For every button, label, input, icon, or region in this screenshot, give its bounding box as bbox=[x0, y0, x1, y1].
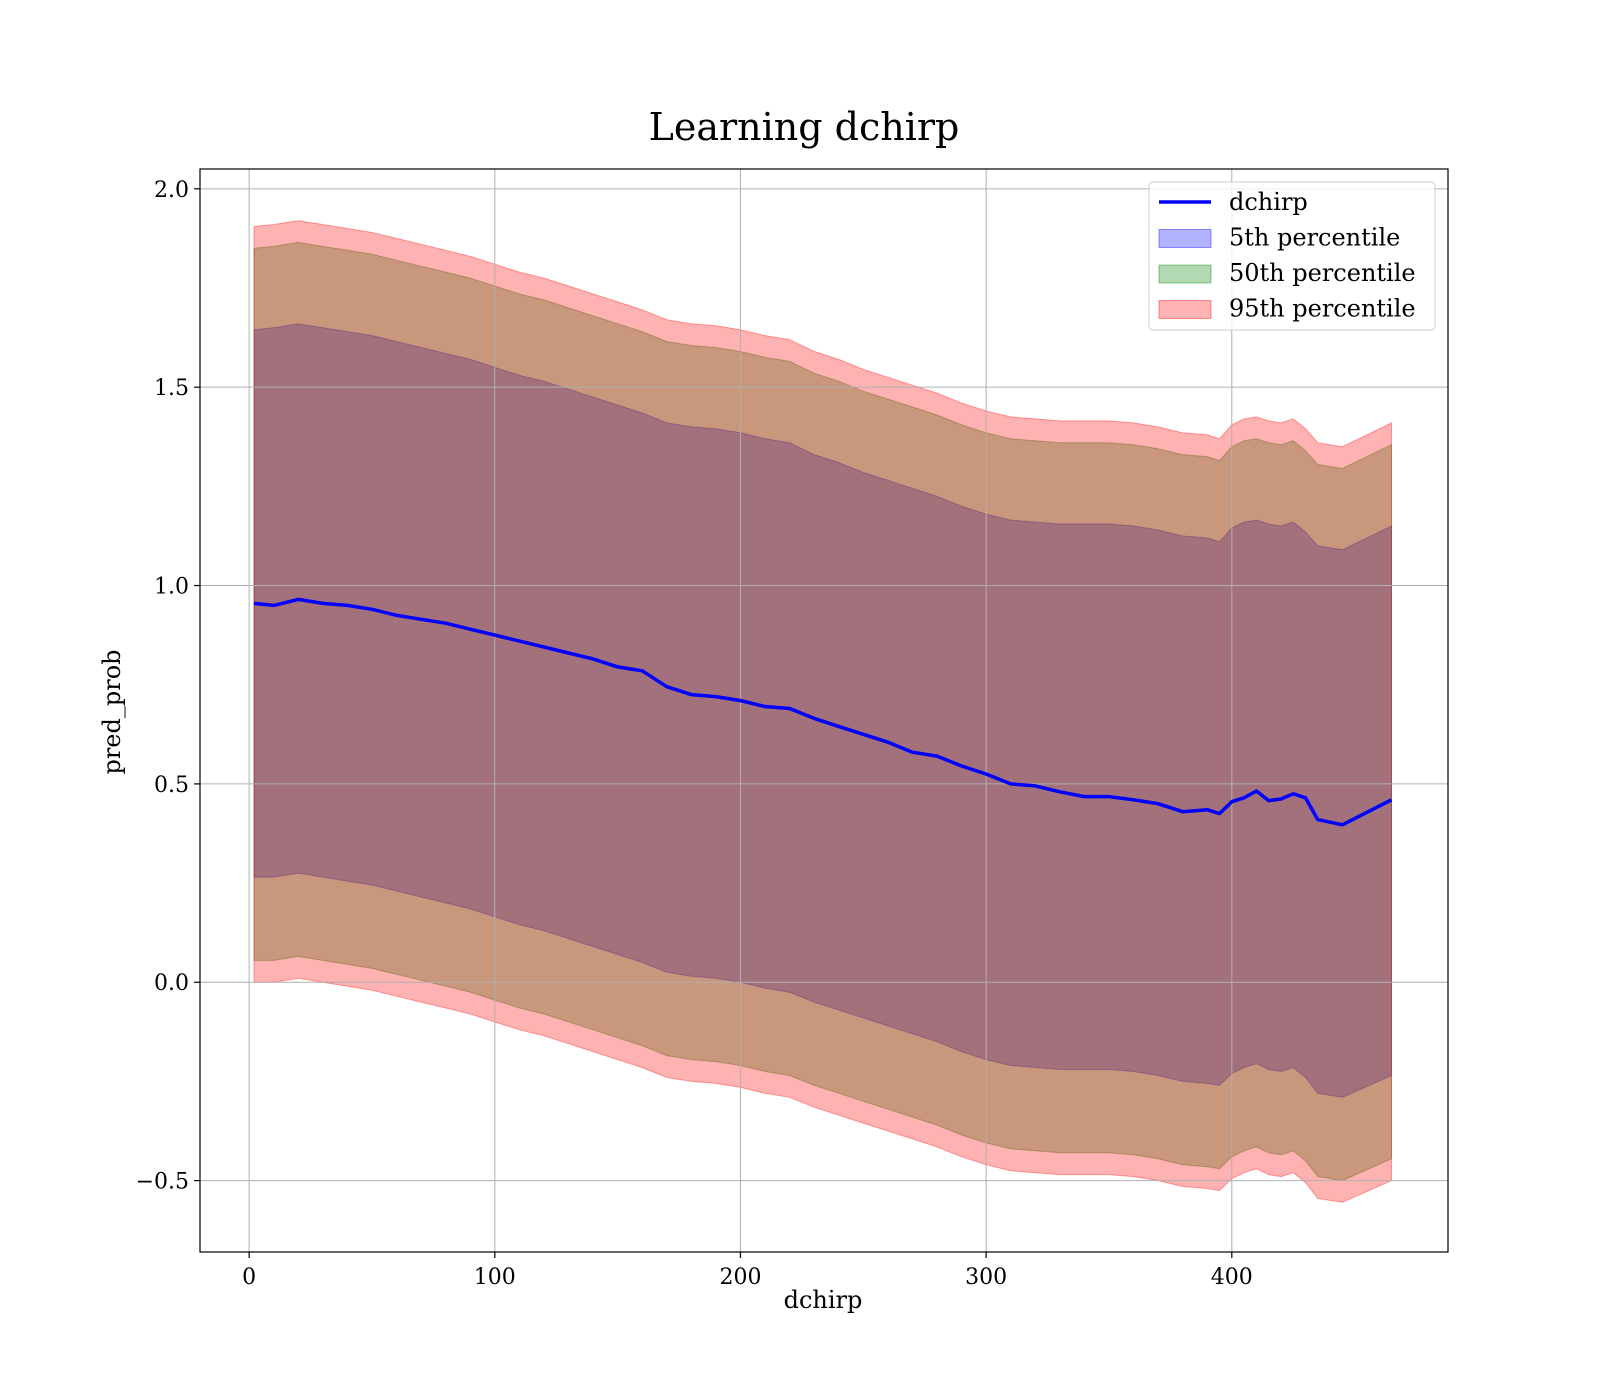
legend-box bbox=[1148, 181, 1436, 331]
legend-label-5th-percentile: 5th percentile bbox=[1229, 224, 1400, 252]
legend-label-dchirp: dchirp bbox=[1229, 188, 1308, 216]
x-tick-label: 100 bbox=[474, 1265, 516, 1290]
x-tick-label: 300 bbox=[965, 1265, 1007, 1290]
chart-title: Learning dchirp bbox=[649, 105, 960, 149]
x-tick-label: 200 bbox=[719, 1265, 761, 1290]
lines-layer bbox=[253, 597, 1393, 827]
legend-label-95th-percentile: 95th percentile bbox=[1229, 295, 1416, 323]
legend-swatch-50th-percentile bbox=[1158, 264, 1212, 284]
legend-swatch-5th-percentile bbox=[1158, 229, 1212, 248]
band-50th-percentile bbox=[253, 241, 1392, 1182]
plot-area bbox=[199, 168, 1449, 1253]
legend: dchirp 5th percentile 50th percentile 95th … bbox=[1148, 181, 1436, 331]
legend-swatch-95th-percentile bbox=[1158, 300, 1212, 319]
y-tick-label: 0.0 bbox=[154, 971, 189, 996]
x-axis-label: dchirp bbox=[784, 1286, 863, 1314]
y-tick-label: 0.5 bbox=[154, 773, 189, 798]
x-tick-label: 400 bbox=[1211, 1265, 1253, 1290]
y-axis: −0.5 0.0 0.5 1.0 1.5 2.0 bbox=[136, 178, 200, 1195]
plot-frame bbox=[199, 168, 1449, 1253]
series-line-dchirp bbox=[253, 597, 1393, 827]
bands-layer bbox=[253, 220, 1392, 1203]
y-tick-label: 1.5 bbox=[154, 376, 189, 401]
x-tick-label: 0 bbox=[242, 1265, 256, 1290]
x-axis: 0 100 200 300 400 bbox=[242, 1252, 1253, 1290]
y-axis-label: pred_prob bbox=[98, 649, 126, 774]
grid-layer bbox=[200, 169, 1448, 1252]
band-5th-percentile bbox=[253, 323, 1392, 1098]
y-tick-label: 1.0 bbox=[154, 575, 189, 600]
y-tick-label: −0.5 bbox=[136, 1170, 189, 1195]
legend-label-50th-percentile: 50th percentile bbox=[1229, 259, 1416, 287]
y-tick-label: 2.0 bbox=[154, 178, 189, 203]
